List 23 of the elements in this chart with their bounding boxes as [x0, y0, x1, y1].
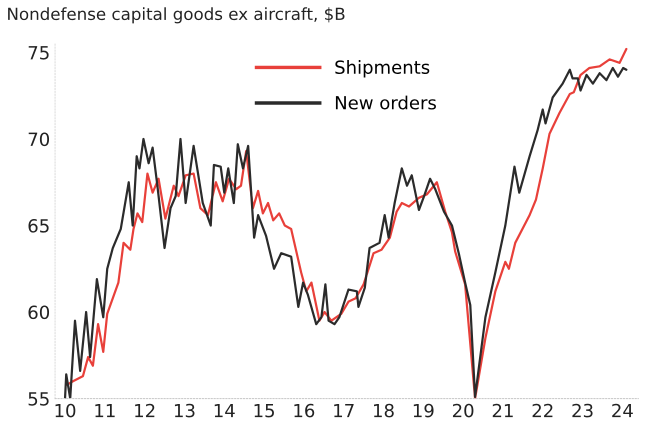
- x-tick-label: 15: [254, 404, 274, 418]
- x-tick-label: 10: [56, 404, 76, 418]
- x-tick-label: 12: [135, 404, 154, 418]
- x-tick-label: 24: [612, 404, 633, 418]
- x-tick-label: 13: [174, 404, 194, 418]
- chart-title: Nondefense capital goods ex aircraft, $B: [8, 7, 344, 24]
- x-tick-label: 18: [374, 404, 394, 418]
- y-tick-label: 60: [28, 306, 50, 320]
- x-tick-label: 11: [95, 404, 115, 418]
- x-tick-label: 19: [414, 404, 434, 418]
- x-tick-label: 21: [492, 404, 513, 418]
- x-tick-label: 14: [214, 404, 235, 418]
- x-tick-label: 17: [334, 404, 354, 418]
- y-tick-label: 75: [28, 46, 49, 60]
- legend-label: New orders: [336, 96, 436, 110]
- x-tick-label: 23: [572, 404, 593, 418]
- y-tick-label: 55: [28, 392, 49, 406]
- x-tick-label: 22: [532, 404, 552, 418]
- x-tick-label: 20: [452, 404, 474, 418]
- y-tick-label: 70: [28, 132, 50, 146]
- x-tick-label: 16: [294, 404, 314, 418]
- legend-label: Shipments: [335, 60, 430, 78]
- y-tick-label: 65: [28, 218, 49, 233]
